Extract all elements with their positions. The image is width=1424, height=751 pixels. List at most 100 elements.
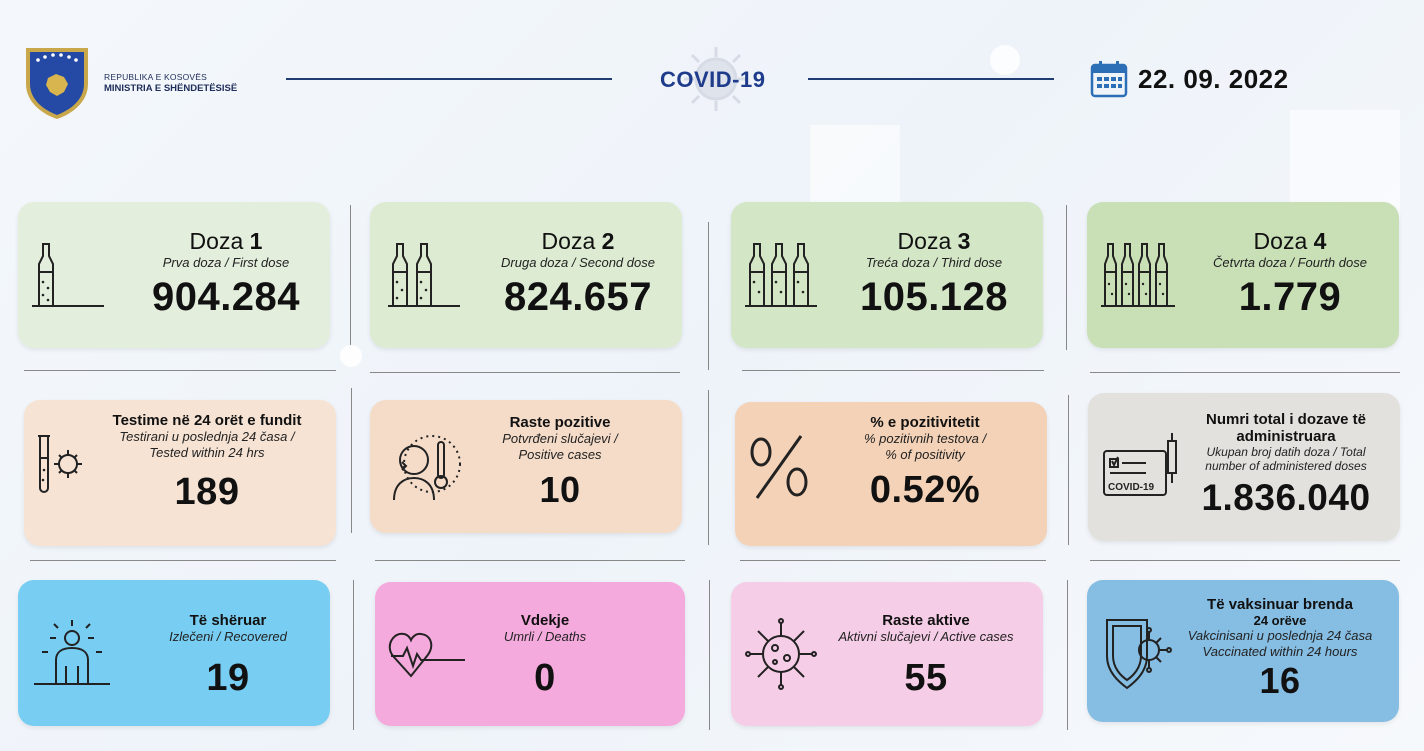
heartbeat-icon <box>388 632 465 678</box>
stat-subtitle: Ukupan broj datih doza / Total <box>1206 445 1366 459</box>
stat-value: 19 <box>206 657 250 699</box>
stat-subtitle: Testirani u poslednja 24 časa / <box>119 429 295 444</box>
column-divider <box>1066 205 1067 350</box>
dose-subtitle: Treća doza / Third dose <box>865 255 1003 270</box>
virus-icon <box>745 618 817 690</box>
vial-icon <box>388 243 460 307</box>
dose-subtitle: Prva doza / First dose <box>162 255 290 270</box>
stat-subtitle: % of positivity <box>885 447 965 462</box>
column-divider <box>351 388 352 533</box>
fever-person-icon <box>393 435 461 501</box>
dose-subtitle: Druga doza / Second dose <box>501 255 655 270</box>
tests-card: Testime në 24 orët e fundit Testirani u … <box>24 400 336 546</box>
stat-subtitle: Vakcinisani u poslednja 24 časa <box>1187 628 1373 643</box>
stat-title: Raste aktive <box>882 612 970 629</box>
stat-value: 0 <box>534 657 556 699</box>
stat-title: Të vaksinuar brenda <box>1207 596 1353 613</box>
dose-value: 824.657 <box>503 275 653 319</box>
coat-of-arms-icon <box>26 48 88 119</box>
vial-icon <box>1101 243 1175 307</box>
dose-3-card: Doza 3 Treća doza / Third dose 105.128 <box>731 202 1043 348</box>
row-divider <box>1090 372 1400 373</box>
dose-title: Doza 2 <box>480 228 676 255</box>
stat-subtitle: number of administered doses <box>1205 459 1367 473</box>
stat-title: Numri total i dozave të administruara <box>1205 411 1367 445</box>
stat-value: 10 <box>539 469 581 510</box>
dose-label: Doza <box>541 228 596 254</box>
header-divider <box>286 78 612 80</box>
stat-title: Të shëruar <box>189 612 267 629</box>
virus-icon <box>684 47 748 111</box>
recovered-person-icon <box>34 620 110 685</box>
recovered-card: Të shëruar Izlečeni / Recovered 19 <box>18 580 330 726</box>
stat-subtitle: % pozitivnih testova / <box>863 431 987 446</box>
dose-number: 4 <box>1313 228 1327 254</box>
stat-value: 0.52% <box>869 469 981 511</box>
calendar-icon <box>1090 61 1128 98</box>
stat-subtitle: Potvrđeni slučajevi / <box>502 431 618 446</box>
dose-4-card: Doza 4 Četvrta doza / Fourth dose 1.779 <box>1087 202 1399 348</box>
dose-title: Doza 3 <box>831 228 1037 255</box>
dose-label: Doza <box>897 228 952 254</box>
dose-value: 904.284 <box>151 275 301 319</box>
column-divider <box>708 390 709 545</box>
stat-value: 189 <box>174 471 240 513</box>
dose-label: Doza <box>1253 228 1308 254</box>
background-circle <box>340 345 362 367</box>
positive-cases-card: Raste pozitive Potvrđeni slučajevi / Pos… <box>370 400 682 533</box>
dose-number: 2 <box>601 228 615 254</box>
dose-title: Doza 4 <box>1187 228 1393 255</box>
stat-title: % e pozitivitetit <box>870 414 980 431</box>
stat-subtitle: Tested within 24 hrs <box>149 445 265 460</box>
column-divider <box>709 580 710 730</box>
column-divider <box>1068 395 1069 545</box>
dose-1-card: Doza 1 Prva doza / First dose 904.284 <box>18 202 330 348</box>
report-date: 22. 09. 2022 <box>1138 64 1289 94</box>
stat-title-line-2: 24 orëve <box>1253 613 1307 628</box>
positivity-card: % e pozitivitetit % pozitivnih testova /… <box>735 402 1047 546</box>
column-divider <box>350 205 351 345</box>
test-tube-virus-icon <box>38 435 82 493</box>
stat-value: 1.836.040 <box>1201 477 1371 518</box>
dose-label: Doza <box>189 228 244 254</box>
row-divider <box>1090 560 1400 561</box>
stat-value: 16 <box>1259 660 1301 701</box>
dose-value: 105.128 <box>859 275 1009 319</box>
row-divider <box>370 372 680 373</box>
ministry-name: REPUBLIKA E KOSOVËS MINISTRIA E SHËNDETË… <box>104 72 237 94</box>
vaccination-card-icon: COVID-19 <box>1103 433 1177 496</box>
dose-number: 3 <box>957 228 971 254</box>
covid-badge: COVID-19 <box>1108 482 1155 493</box>
row-divider <box>742 370 1044 371</box>
dose-subtitle: Četvrta doza / Fourth dose <box>1213 255 1367 270</box>
stat-subtitle: Positive cases <box>518 447 602 462</box>
stat-subtitle: Umrli / Deaths <box>503 629 587 644</box>
stat-title: Vdekje <box>520 612 570 629</box>
page-title: COVID-19 <box>660 67 766 92</box>
dose-number: 1 <box>249 228 263 254</box>
row-divider <box>740 560 1046 561</box>
stat-title: Raste pozitive <box>509 414 611 431</box>
org-line-1: REPUBLIKA E KOSOVËS <box>104 72 208 82</box>
column-divider <box>353 580 354 730</box>
header-divider <box>808 78 1054 80</box>
deaths-card: Vdekje Umrli / Deaths 0 <box>375 582 685 726</box>
org-line-2: MINISTRIA E SHËNDETËSISË <box>104 83 238 94</box>
active-cases-card: Raste aktive Aktivni slučajevi / Active … <box>731 582 1043 726</box>
stat-title: Testime në 24 orët e fundit <box>112 412 302 429</box>
column-divider <box>1067 580 1068 730</box>
total-doses-card: COVID-19 Numri total i dozave të adminis… <box>1088 393 1400 541</box>
dose-value: 1.779 <box>1238 275 1342 319</box>
row-divider <box>30 560 336 561</box>
vaccinated-24h-card: Të vaksinuar brenda 24 orëve Vakcinisani… <box>1087 580 1399 722</box>
stat-subtitle: Vaccinated within 24 hours <box>1202 644 1358 659</box>
vial-icon <box>745 243 817 307</box>
stat-subtitle: Aktivni slučajevi / Active cases <box>838 629 1014 644</box>
shield-virus-icon <box>1106 619 1172 690</box>
percent-icon <box>750 435 808 499</box>
row-divider <box>24 370 336 371</box>
dose-2-card: Doza 2 Druga doza / Second dose 824.657 <box>370 202 682 348</box>
vial-icon <box>32 243 104 307</box>
column-divider <box>708 222 709 370</box>
stat-value: 55 <box>904 657 948 699</box>
